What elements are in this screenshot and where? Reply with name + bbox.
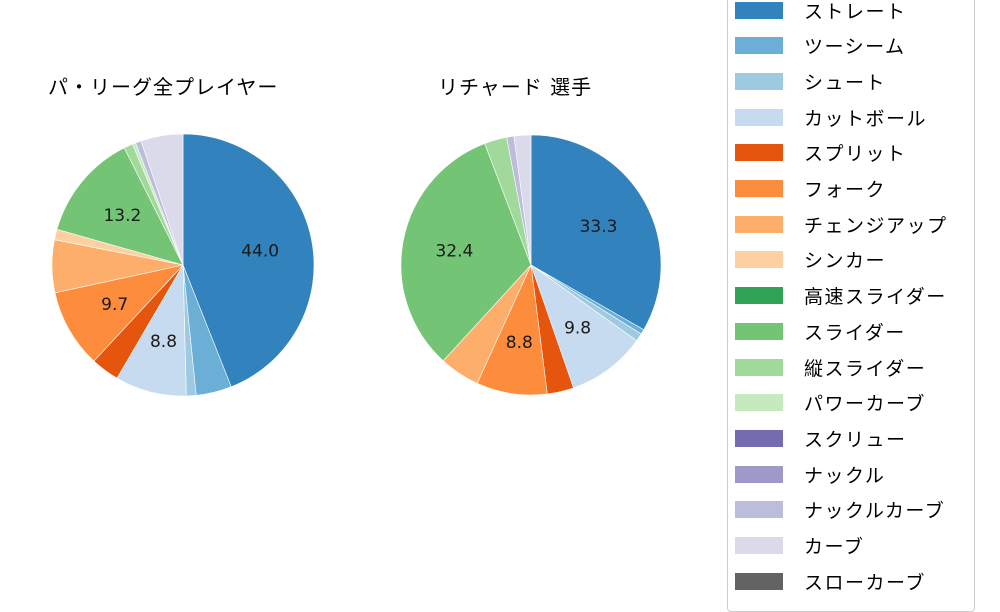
legend-swatch [735, 358, 783, 376]
legend-item: ナックル [735, 464, 885, 487]
legend-swatch [735, 215, 783, 233]
pie-data-label: 44.0 [241, 241, 279, 261]
legend-label: ナックルカーブ [804, 500, 946, 523]
legend-swatch [735, 537, 783, 554]
pie-slice [530, 134, 662, 331]
legend-item: スライダー [735, 321, 906, 344]
pie-data-label: 32.4 [435, 241, 473, 261]
pie-data-label: 9.8 [564, 319, 591, 339]
pie-data-label: 8.8 [506, 333, 533, 353]
legend-label: ストレート [804, 0, 907, 23]
legend-item: カットボール [735, 107, 927, 130]
legend-label: パワーカーブ [804, 393, 926, 416]
pie-slice [140, 133, 184, 266]
legend-item: シンカー [735, 250, 886, 272]
legend-item: スプリット [735, 143, 907, 165]
pie-slice [513, 134, 532, 266]
pie-chart-league: 44.0 8.8 9.7 13.2 [51, 133, 315, 397]
legend-label: スクリュー [804, 428, 907, 451]
legend-item: チェンジアップ [735, 214, 948, 237]
legend-swatch [735, 1, 783, 19]
legend-swatch [735, 322, 783, 340]
legend-item: フォーク [735, 179, 886, 201]
pie-slice [530, 264, 638, 389]
legend-item: ストレート [735, 0, 907, 23]
legend-swatch [735, 144, 783, 162]
legend-label: シュート [804, 71, 887, 94]
legend-label: 高速スライダー [804, 286, 947, 309]
pie-slice [56, 147, 184, 266]
legend-item: 縦スライダー [735, 357, 926, 380]
legend-label: 縦スライダー [804, 357, 927, 380]
legend-swatch [735, 429, 783, 447]
pie-data-label: 13.2 [103, 206, 141, 226]
legend-label: カットボール [804, 107, 928, 130]
legend-label: ツーシーム [804, 36, 906, 59]
legend-swatch [735, 37, 783, 55]
pie-data-label: 9.7 [101, 295, 128, 315]
legend-item: パワーカーブ [735, 393, 926, 415]
legend-label: スライダー [804, 321, 906, 344]
legend-swatch [735, 251, 783, 269]
legend-label: チェンジアップ [804, 214, 948, 237]
legend-swatch [735, 180, 783, 197]
legend-swatch [735, 465, 783, 483]
pie-chart-player: 33.3 9.8 8.8 32.4 [400, 134, 662, 396]
legend-swatch [735, 287, 783, 305]
legend: ストレートツーシームシュートカットボール スプリットフォークチェンジアップ シンカー… [727, 0, 975, 612]
legend-label: フォーク [804, 179, 887, 201]
legend-item: ツーシーム [735, 36, 906, 58]
legend-swatch [735, 108, 783, 126]
legend-item: スローカーブ [735, 571, 926, 594]
legend-label: スプリット [804, 143, 907, 166]
legend-swatch [735, 572, 783, 590]
legend-item: カーブ [735, 536, 864, 558]
pie-title-league: パ・リーグ全プレイヤー [48, 75, 279, 99]
legend-label: シンカー [804, 250, 887, 273]
pie-data-label: 33.3 [580, 217, 618, 237]
pie-slice [182, 133, 315, 388]
legend-swatch [735, 501, 783, 519]
legend-item: ナックルカーブ [735, 500, 945, 522]
legend-label: カーブ [804, 536, 865, 558]
legend-label: ナックル [804, 464, 886, 487]
legend-swatch [735, 394, 783, 412]
legend-item: 高速スライダー [735, 286, 947, 308]
pie-data-label: 8.8 [150, 332, 177, 352]
pie-slice [54, 264, 184, 362]
legend-item: スクリュー [735, 428, 907, 451]
legend-label: スローカーブ [804, 571, 926, 594]
legend-swatch [735, 72, 783, 90]
pie-title-player: リチャード 選手 [438, 75, 593, 99]
legend-item: シュート [735, 71, 886, 94]
pie-slice [400, 143, 532, 362]
